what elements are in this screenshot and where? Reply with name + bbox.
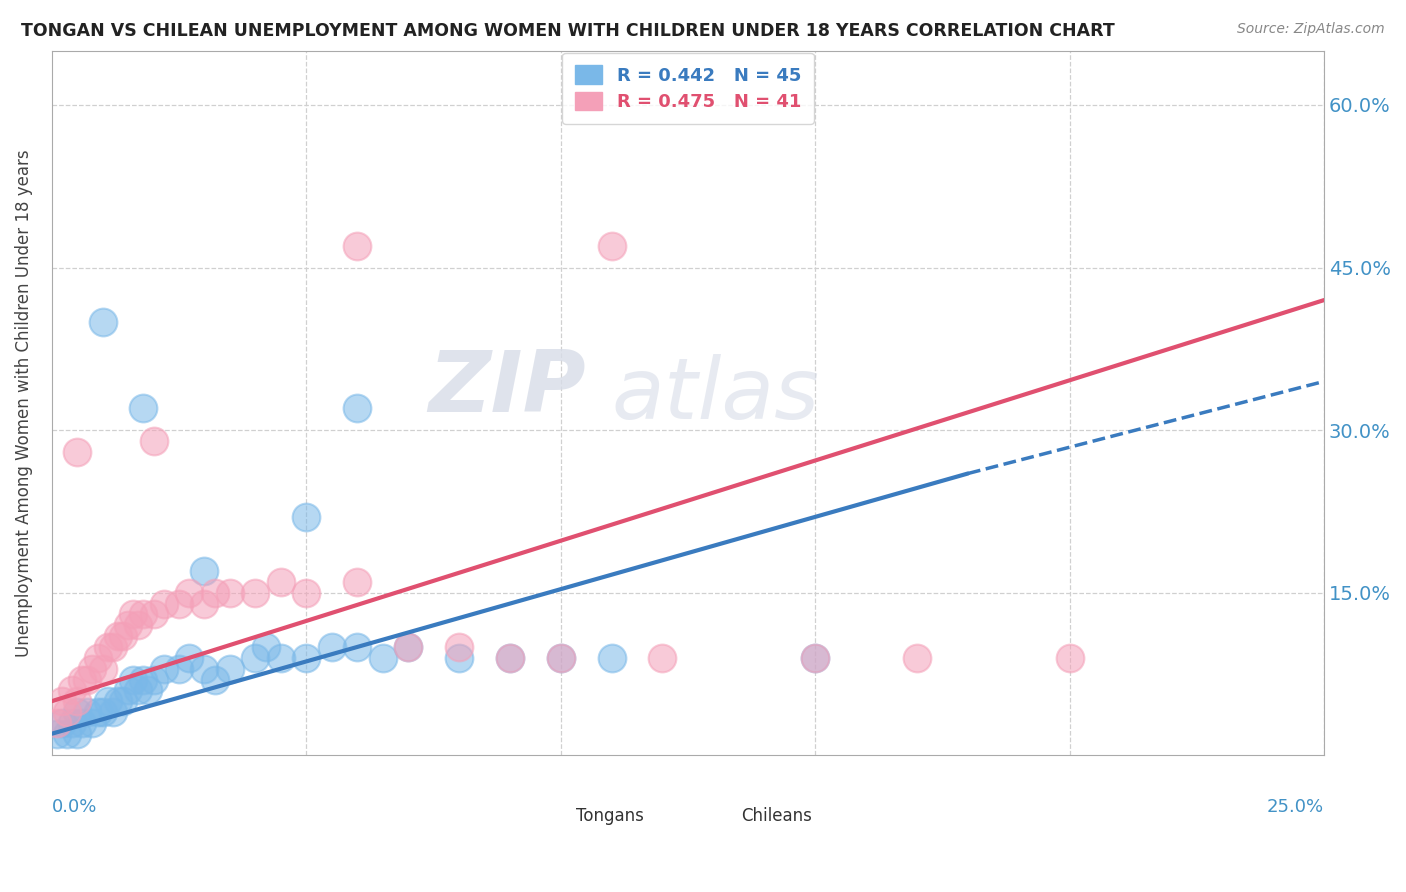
- Point: [193, 564, 215, 578]
- Text: Source: ZipAtlas.com: Source: ZipAtlas.com: [1237, 22, 1385, 37]
- Point: [91, 315, 114, 329]
- Point: [127, 618, 149, 632]
- Point: [447, 650, 470, 665]
- Point: [447, 640, 470, 654]
- FancyBboxPatch shape: [707, 806, 735, 826]
- Point: [346, 574, 368, 589]
- Point: [804, 650, 827, 665]
- Point: [51, 715, 73, 730]
- Point: [550, 650, 572, 665]
- Point: [132, 401, 155, 416]
- Point: [132, 607, 155, 622]
- Point: [804, 650, 827, 665]
- Point: [295, 509, 318, 524]
- Point: [600, 239, 623, 253]
- Point: [122, 607, 145, 622]
- Point: [254, 640, 277, 654]
- Point: [167, 597, 190, 611]
- Point: [179, 650, 201, 665]
- Point: [127, 683, 149, 698]
- Point: [66, 705, 89, 719]
- Point: [86, 705, 108, 719]
- Text: atlas: atlas: [612, 354, 820, 437]
- Point: [51, 694, 73, 708]
- Point: [142, 607, 165, 622]
- Point: [82, 715, 104, 730]
- Point: [193, 597, 215, 611]
- Point: [193, 662, 215, 676]
- Point: [117, 683, 139, 698]
- Point: [600, 650, 623, 665]
- Text: 0.0%: 0.0%: [52, 797, 97, 815]
- Point: [66, 445, 89, 459]
- Point: [219, 662, 242, 676]
- Point: [270, 650, 292, 665]
- Point: [97, 640, 120, 654]
- Point: [1059, 650, 1081, 665]
- Point: [219, 586, 242, 600]
- Point: [245, 586, 267, 600]
- Point: [152, 662, 174, 676]
- Point: [86, 650, 108, 665]
- Point: [91, 662, 114, 676]
- Point: [295, 650, 318, 665]
- Point: [152, 597, 174, 611]
- Point: [101, 640, 124, 654]
- Point: [550, 650, 572, 665]
- Y-axis label: Unemployment Among Women with Children Under 18 years: Unemployment Among Women with Children U…: [15, 149, 32, 657]
- Point: [321, 640, 343, 654]
- Point: [132, 673, 155, 687]
- Point: [346, 401, 368, 416]
- Point: [396, 640, 419, 654]
- Point: [122, 673, 145, 687]
- Point: [142, 434, 165, 448]
- Point: [371, 650, 394, 665]
- Point: [111, 694, 134, 708]
- Point: [45, 727, 67, 741]
- Point: [56, 705, 79, 719]
- Point: [45, 715, 67, 730]
- Point: [107, 694, 129, 708]
- Point: [179, 586, 201, 600]
- Point: [82, 662, 104, 676]
- Text: 25.0%: 25.0%: [1267, 797, 1324, 815]
- Point: [499, 650, 522, 665]
- Point: [117, 618, 139, 632]
- Text: Chileans: Chileans: [741, 807, 813, 825]
- Point: [204, 586, 226, 600]
- Point: [72, 673, 94, 687]
- Point: [91, 705, 114, 719]
- Point: [204, 673, 226, 687]
- Point: [142, 673, 165, 687]
- Point: [60, 715, 83, 730]
- Point: [651, 650, 673, 665]
- Point: [76, 673, 98, 687]
- Text: ZIP: ZIP: [429, 348, 586, 431]
- Point: [107, 629, 129, 643]
- Point: [346, 239, 368, 253]
- Text: TONGAN VS CHILEAN UNEMPLOYMENT AMONG WOMEN WITH CHILDREN UNDER 18 YEARS CORRELAT: TONGAN VS CHILEAN UNEMPLOYMENT AMONG WOM…: [21, 22, 1115, 40]
- Point: [295, 586, 318, 600]
- Legend: R = 0.442   N = 45, R = 0.475   N = 41: R = 0.442 N = 45, R = 0.475 N = 41: [562, 53, 814, 124]
- Point: [97, 694, 120, 708]
- Point: [66, 727, 89, 741]
- Point: [66, 694, 89, 708]
- FancyBboxPatch shape: [541, 806, 569, 826]
- Point: [346, 640, 368, 654]
- Point: [270, 574, 292, 589]
- Point: [138, 683, 160, 698]
- Point: [76, 705, 98, 719]
- Point: [111, 629, 134, 643]
- Point: [167, 662, 190, 676]
- Point: [72, 715, 94, 730]
- Point: [905, 650, 928, 665]
- Point: [499, 650, 522, 665]
- Point: [245, 650, 267, 665]
- Point: [60, 683, 83, 698]
- Point: [56, 727, 79, 741]
- Point: [101, 705, 124, 719]
- Point: [396, 640, 419, 654]
- Text: Tongans: Tongans: [576, 807, 644, 825]
